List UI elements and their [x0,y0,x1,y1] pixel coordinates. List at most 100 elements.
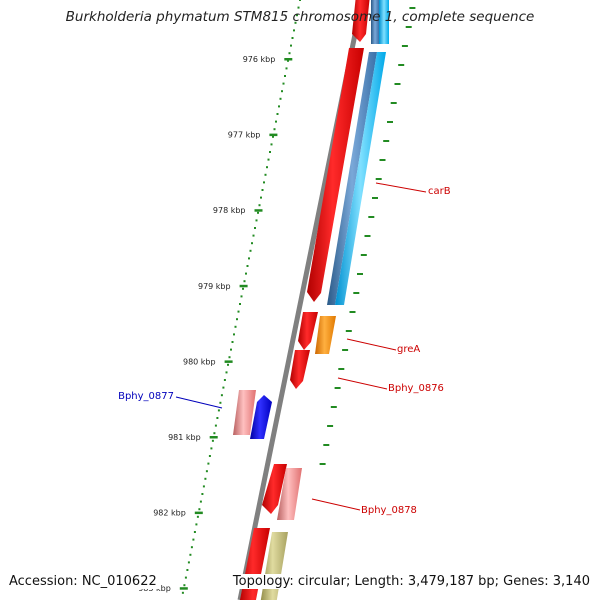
ruler-dot [276,113,279,115]
ruler-dot [219,401,222,404]
ruler-dot [266,166,268,169]
gene-Bphy-0877 [250,395,272,439]
gene-small-a [298,312,318,350]
ruler-dot [222,386,225,389]
ruler-dot [260,196,262,199]
ruler-dot [220,394,223,397]
ruler-dot [246,265,249,267]
ruler-dot [255,219,258,222]
ruler-dot [201,493,204,495]
ruler-tick [284,58,293,61]
ruler-tick [239,284,248,288]
gene-greA [315,316,336,354]
ruler-dot [231,341,234,343]
analysis-dash [357,273,363,275]
analysis-dash [349,311,356,313]
leader-Bphy-0877 [175,396,223,409]
tick-label: 979 kbp [198,282,231,291]
gene-label-Bphy-0876: Bphy_0876 [388,383,444,394]
ruler-dot [251,242,253,245]
ruler-dot [269,151,271,153]
ruler-dot [207,462,210,465]
ruler-dot [288,52,291,55]
ruler-dot [284,75,286,77]
map-title: Burkholderia phymatum STM815 chromosome … [65,9,535,25]
gene-Bphy-0876 [290,350,310,389]
ruler-dot [240,295,243,298]
steel-track [327,52,377,305]
ruler-dot [249,249,252,252]
ruler-dot [228,356,231,359]
tick-label: 977 kbp [228,131,261,140]
ruler-dot [216,417,219,419]
ruler-dot [243,280,246,283]
gene-label-greA: greA [397,344,420,355]
analysis-dash [394,83,401,85]
ruler-dot [217,409,220,412]
ruler-dot [193,531,196,533]
analysis-dash [379,159,386,161]
ruler-dot [199,500,202,503]
analysis-dash [353,292,360,294]
analysis-dash [387,121,393,123]
ruler-tick [254,209,263,212]
ruler-ticks [179,58,293,590]
ruler-dot [234,325,237,328]
gene-label-Bphy-0878: Bphy_0878 [361,505,417,516]
analysis-dash [383,140,390,142]
ruler-tick [224,360,233,363]
ruler-dot [198,508,201,511]
ruler-dot [290,44,292,47]
ruler-dot [270,143,273,146]
ruler-dot [296,14,298,17]
analysis-dots [319,7,416,465]
analysis-dash [319,463,326,465]
gene-Bphy-0877-pink [233,390,256,435]
leader-carB [375,182,427,193]
ruler-tick [179,587,188,590]
ruler-dot [293,29,295,32]
ruler-dot [196,515,199,518]
tick-labels: 976 kbp 977 kbp 978 kbp 979 kbp 980 kbp 981 k… [138,55,275,593]
gene-label-Bphy-0877: Bphy_0877 [118,391,174,402]
analysis-dash [368,216,375,218]
leader-Bphy-0878 [311,498,361,511]
ruler-dot [186,569,189,571]
ruler-tick [194,511,203,515]
ruler-dot [184,576,187,579]
tick-label: 981 kbp [168,433,201,442]
cyan-track [335,52,386,305]
analysis-tracks [327,0,389,305]
analysis-dash [342,349,349,351]
analysis-dash [323,444,330,446]
gene-Bphy-0878-pink [277,468,302,520]
ruler-dot [223,379,226,381]
ruler-dot [237,310,240,313]
ruler-dot [285,67,288,70]
analysis-dash [330,406,337,408]
ruler-dot [291,37,294,39]
ruler-dot [263,181,265,184]
ruler-dot [236,318,238,321]
gene-labels: carB greA Bphy_0876 Bphy_0877 Bphy_0878 [118,186,451,516]
analysis-dash [401,45,408,47]
gene-label-carB: carB [428,186,451,197]
ruler-dot [272,135,274,138]
ruler-dot [267,158,270,161]
steel-track-top [371,0,379,44]
ruler-dot [257,211,259,214]
ruler-dot [233,333,235,336]
leader-Bphy-0876 [337,377,388,390]
ruler-dot [297,6,300,9]
analysis-dash [390,102,397,104]
ruler-tick [209,436,218,439]
ruler-dot [204,477,207,480]
analysis-dash [364,235,371,237]
ruler-dot [239,303,241,305]
analysis-dash [398,64,405,66]
gene-features [233,0,370,600]
ruler-dot [278,105,280,108]
ruler-dot [279,97,282,100]
analysis-dash [375,178,382,180]
gene-Bphy-0878-red [262,464,287,514]
